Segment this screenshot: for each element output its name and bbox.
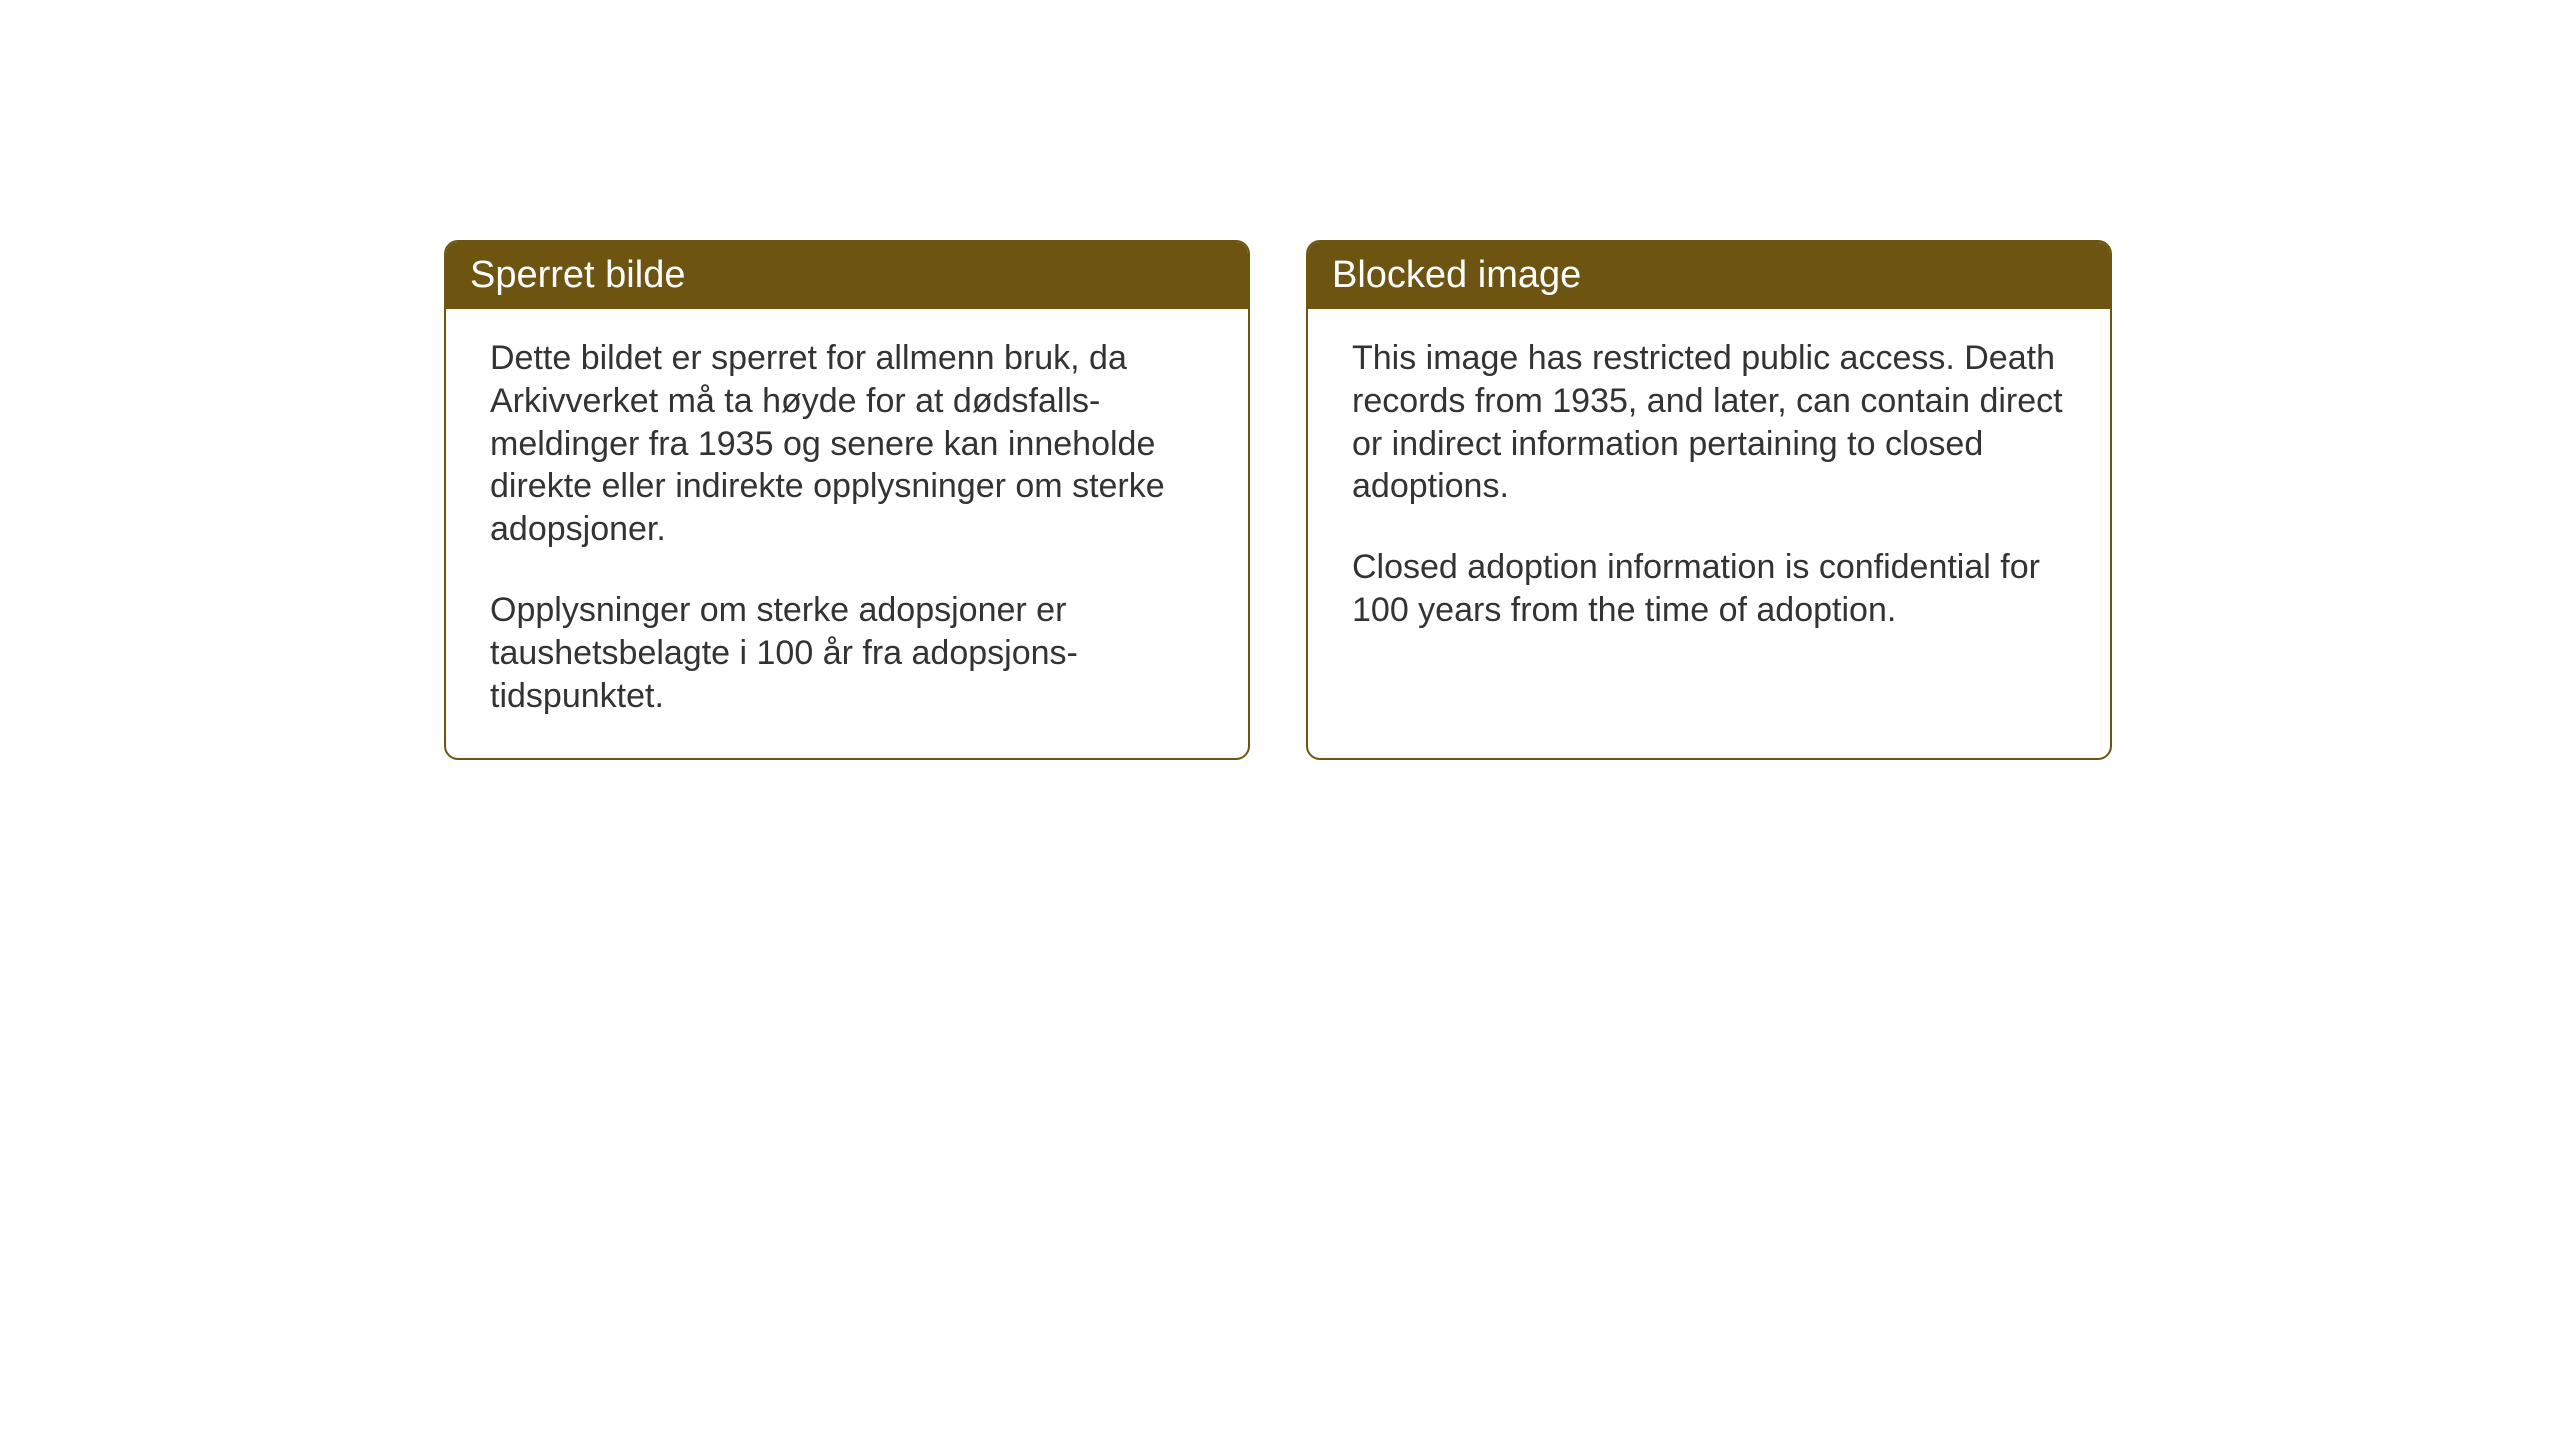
norwegian-card-title: Sperret bilde	[446, 242, 1248, 309]
english-card-body: This image has restricted public access.…	[1308, 309, 2110, 672]
norwegian-notice-card: Sperret bilde Dette bildet er sperret fo…	[444, 240, 1250, 760]
english-card-title: Blocked image	[1308, 242, 2110, 309]
norwegian-card-body: Dette bildet er sperret for allmenn bruk…	[446, 309, 1248, 758]
english-paragraph-2: Closed adoption information is confident…	[1352, 546, 2066, 632]
notice-container: Sperret bilde Dette bildet er sperret fo…	[444, 240, 2112, 760]
norwegian-paragraph-2: Opplysninger om sterke adopsjoner er tau…	[490, 589, 1204, 717]
norwegian-paragraph-1: Dette bildet er sperret for allmenn bruk…	[490, 337, 1204, 551]
english-notice-card: Blocked image This image has restricted …	[1306, 240, 2112, 760]
english-paragraph-1: This image has restricted public access.…	[1352, 337, 2066, 508]
